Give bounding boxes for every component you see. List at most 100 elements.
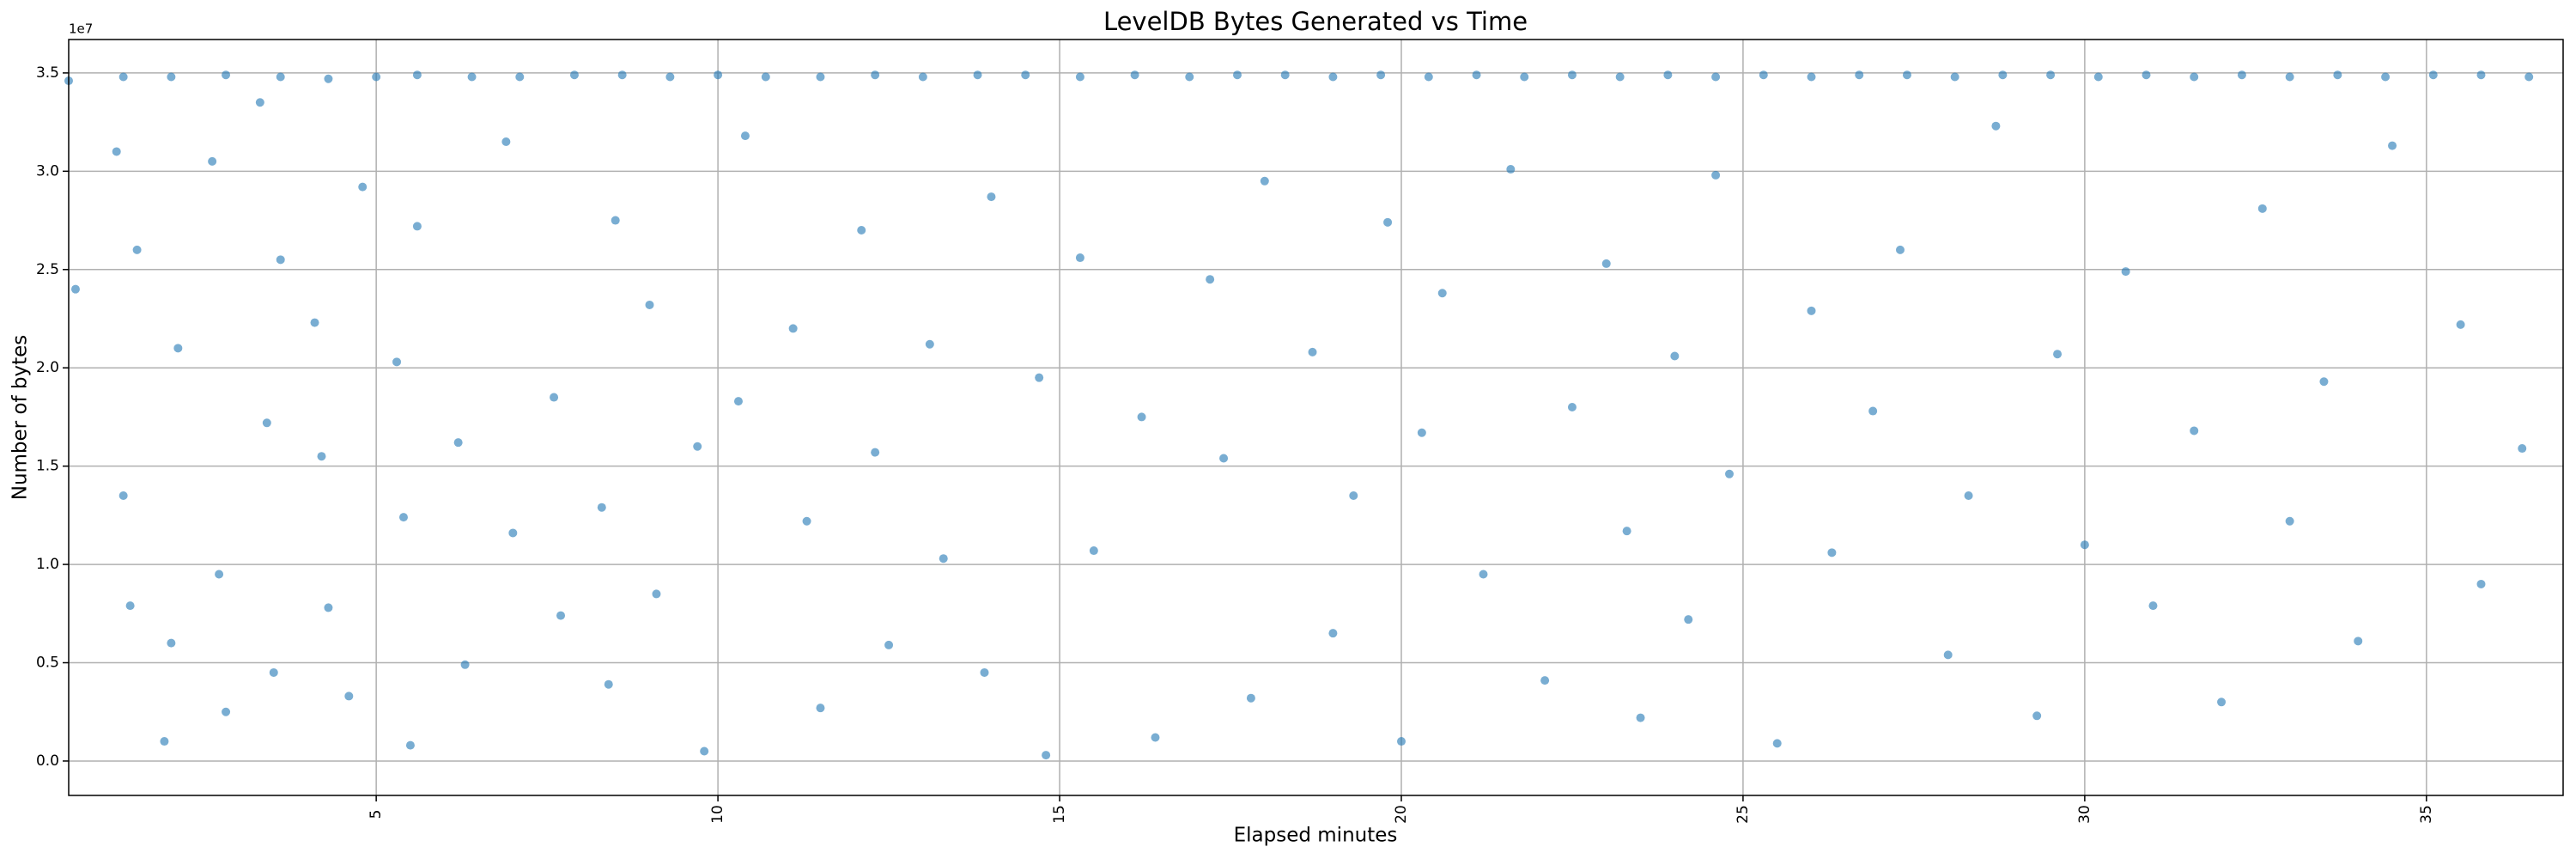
point [412,222,422,231]
point [569,70,579,80]
point [398,513,408,522]
x-tick-label: 10 [709,805,726,824]
point [222,70,231,80]
point [112,147,121,156]
point [1376,70,1386,80]
point [1520,72,1529,82]
point [392,357,402,367]
point [1964,490,1973,500]
point [1219,454,1229,463]
point [1151,733,1160,742]
point [2518,444,2527,454]
point [2190,72,2199,82]
point [1396,737,1406,746]
point [2285,516,2294,526]
point [939,554,948,564]
y-tick-label: 1.0 [36,556,59,573]
point [1130,70,1139,80]
point [1807,72,1816,82]
y-tick-label: 3.0 [36,162,59,180]
chart-title: LevelDB Bytes Generated vs Time [1103,7,1528,36]
point [310,318,319,327]
point [733,397,743,406]
y-tick-label: 1.5 [36,458,59,475]
point [1328,629,1338,638]
point [276,72,285,82]
y-offset-label: 1e7 [69,21,93,37]
point [70,284,80,294]
point [816,72,825,82]
point [215,570,224,579]
point [2354,637,2363,646]
point [857,226,866,235]
point [222,707,231,716]
x-tick-label: 5 [368,810,385,819]
point [1684,615,1693,624]
point [2319,377,2329,387]
x-axis-label: Elapsed minutes [1234,825,1398,847]
point [2237,70,2246,80]
point [262,418,271,428]
point [1711,72,1721,82]
point [1950,72,1959,82]
point [167,72,176,82]
point [358,182,368,192]
x-tick-label: 20 [1393,805,1410,824]
y-tick-label: 0.0 [36,752,59,770]
point [1601,259,1611,268]
point [1417,428,1426,437]
point [802,516,811,526]
point [973,70,982,80]
point [1991,121,2001,131]
point [617,70,627,80]
point [1855,70,1864,80]
point [1075,253,1084,263]
point [2333,70,2342,80]
point [1206,275,1215,284]
point [412,70,422,80]
point [1943,650,1953,660]
x-tick-label: 35 [2418,805,2435,824]
point [2080,540,2089,550]
point [1902,70,1911,80]
point [1472,70,1481,80]
point [788,324,798,333]
point [611,216,620,225]
point [173,344,183,353]
y-tick-label: 3.5 [36,64,59,82]
point [2381,72,2391,82]
point [2093,72,2103,82]
point [1622,527,1631,536]
point [508,528,518,538]
point [700,746,709,756]
point [2148,601,2158,611]
point [2046,70,2056,80]
point [118,72,128,82]
point [2285,72,2294,82]
point [467,72,477,82]
point [453,438,463,448]
point [652,589,661,599]
point [816,704,825,713]
point [2217,698,2227,707]
point [714,70,723,80]
point [1280,70,1290,80]
point [1075,72,1084,82]
point [1308,347,1317,356]
point [255,98,264,107]
point [160,737,169,746]
point [1349,490,1358,500]
point [460,660,470,669]
point [515,72,525,82]
y-axis-label: Number of bytes [9,335,32,501]
point [604,679,613,689]
point [1663,70,1673,80]
point [1895,245,1905,254]
point [2388,141,2397,150]
point [645,300,654,309]
point [324,74,333,83]
point [1540,676,1550,685]
point [665,72,675,82]
point [167,638,176,648]
